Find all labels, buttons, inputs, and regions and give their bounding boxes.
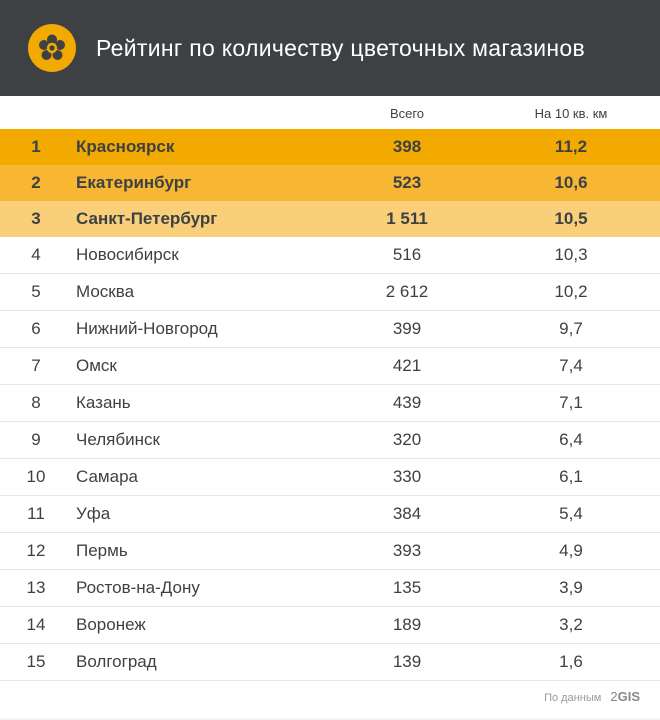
cell-rank: 12 (0, 533, 72, 570)
cell-density: 1,6 (482, 644, 660, 681)
cell-total: 135 (332, 570, 482, 607)
cell-density: 10,2 (482, 274, 660, 311)
cell-total: 139 (332, 644, 482, 681)
ranking-table: Всего На 10 кв. км 1Красноярск39811,22Ек… (0, 96, 660, 681)
table-row: 2Екатеринбург52310,6 (0, 165, 660, 201)
cell-total: 384 (332, 496, 482, 533)
cell-rank: 8 (0, 385, 72, 422)
col-header-density: На 10 кв. км (482, 96, 660, 129)
cell-rank: 2 (0, 165, 72, 201)
cell-rank: 15 (0, 644, 72, 681)
cell-density: 6,4 (482, 422, 660, 459)
table-row: 7Омск4217,4 (0, 348, 660, 385)
header: Рейтинг по количеству цветочных магазино… (0, 0, 660, 96)
cell-rank: 4 (0, 237, 72, 274)
cell-total: 189 (332, 607, 482, 644)
cell-total: 523 (332, 165, 482, 201)
table-row: 13Ростов-на-Дону1353,9 (0, 570, 660, 607)
cell-city: Красноярск (72, 129, 332, 165)
cell-rank: 3 (0, 201, 72, 237)
footer: По данным 2GIS (0, 681, 660, 718)
cell-density: 7,1 (482, 385, 660, 422)
ranking-panel: Рейтинг по количеству цветочных магазино… (0, 0, 660, 718)
cell-total: 393 (332, 533, 482, 570)
cell-density: 4,9 (482, 533, 660, 570)
cell-city: Пермь (72, 533, 332, 570)
cell-city: Самара (72, 459, 332, 496)
cell-density: 3,9 (482, 570, 660, 607)
table-row: 9Челябинск3206,4 (0, 422, 660, 459)
cell-total: 439 (332, 385, 482, 422)
cell-total: 330 (332, 459, 482, 496)
table-row: 5Москва2 61210,2 (0, 274, 660, 311)
cell-rank: 14 (0, 607, 72, 644)
cell-rank: 9 (0, 422, 72, 459)
col-header-rank (0, 96, 72, 129)
table-row: 3Санкт-Петербург1 51110,5 (0, 201, 660, 237)
page-title: Рейтинг по количеству цветочных магазино… (96, 35, 585, 62)
cell-city: Казань (72, 385, 332, 422)
footer-brand: 2GIS (610, 689, 640, 704)
cell-density: 10,5 (482, 201, 660, 237)
cell-density: 6,1 (482, 459, 660, 496)
flower-icon (28, 24, 76, 72)
cell-rank: 6 (0, 311, 72, 348)
table-row: 6Нижний-Новгород3999,7 (0, 311, 660, 348)
cell-rank: 13 (0, 570, 72, 607)
table-row: 1Красноярск39811,2 (0, 129, 660, 165)
cell-city: Москва (72, 274, 332, 311)
col-header-city (72, 96, 332, 129)
cell-density: 5,4 (482, 496, 660, 533)
cell-rank: 7 (0, 348, 72, 385)
cell-city: Челябинск (72, 422, 332, 459)
cell-total: 398 (332, 129, 482, 165)
cell-total: 516 (332, 237, 482, 274)
cell-city: Волгоград (72, 644, 332, 681)
cell-density: 10,6 (482, 165, 660, 201)
cell-city: Екатеринбург (72, 165, 332, 201)
cell-city: Нижний-Новгород (72, 311, 332, 348)
table-row: 15Волгоград1391,6 (0, 644, 660, 681)
cell-city: Воронеж (72, 607, 332, 644)
table-row: 12Пермь3934,9 (0, 533, 660, 570)
cell-total: 2 612 (332, 274, 482, 311)
cell-rank: 5 (0, 274, 72, 311)
table-row: 10Самара3306,1 (0, 459, 660, 496)
cell-density: 7,4 (482, 348, 660, 385)
cell-city: Санкт-Петербург (72, 201, 332, 237)
cell-density: 10,3 (482, 237, 660, 274)
cell-city: Уфа (72, 496, 332, 533)
table-row: 11Уфа3845,4 (0, 496, 660, 533)
cell-city: Омск (72, 348, 332, 385)
cell-city: Ростов-на-Дону (72, 570, 332, 607)
cell-city: Новосибирск (72, 237, 332, 274)
cell-density: 11,2 (482, 129, 660, 165)
cell-total: 320 (332, 422, 482, 459)
col-header-total: Всего (332, 96, 482, 129)
cell-rank: 1 (0, 129, 72, 165)
cell-rank: 10 (0, 459, 72, 496)
cell-total: 1 511 (332, 201, 482, 237)
table-row: 8Казань4397,1 (0, 385, 660, 422)
table-header-row: Всего На 10 кв. км (0, 96, 660, 129)
cell-total: 421 (332, 348, 482, 385)
cell-total: 399 (332, 311, 482, 348)
cell-density: 3,2 (482, 607, 660, 644)
cell-rank: 11 (0, 496, 72, 533)
table-row: 4Новосибирск51610,3 (0, 237, 660, 274)
footer-text: По данным (544, 692, 601, 704)
cell-density: 9,7 (482, 311, 660, 348)
table-row: 14Воронеж1893,2 (0, 607, 660, 644)
